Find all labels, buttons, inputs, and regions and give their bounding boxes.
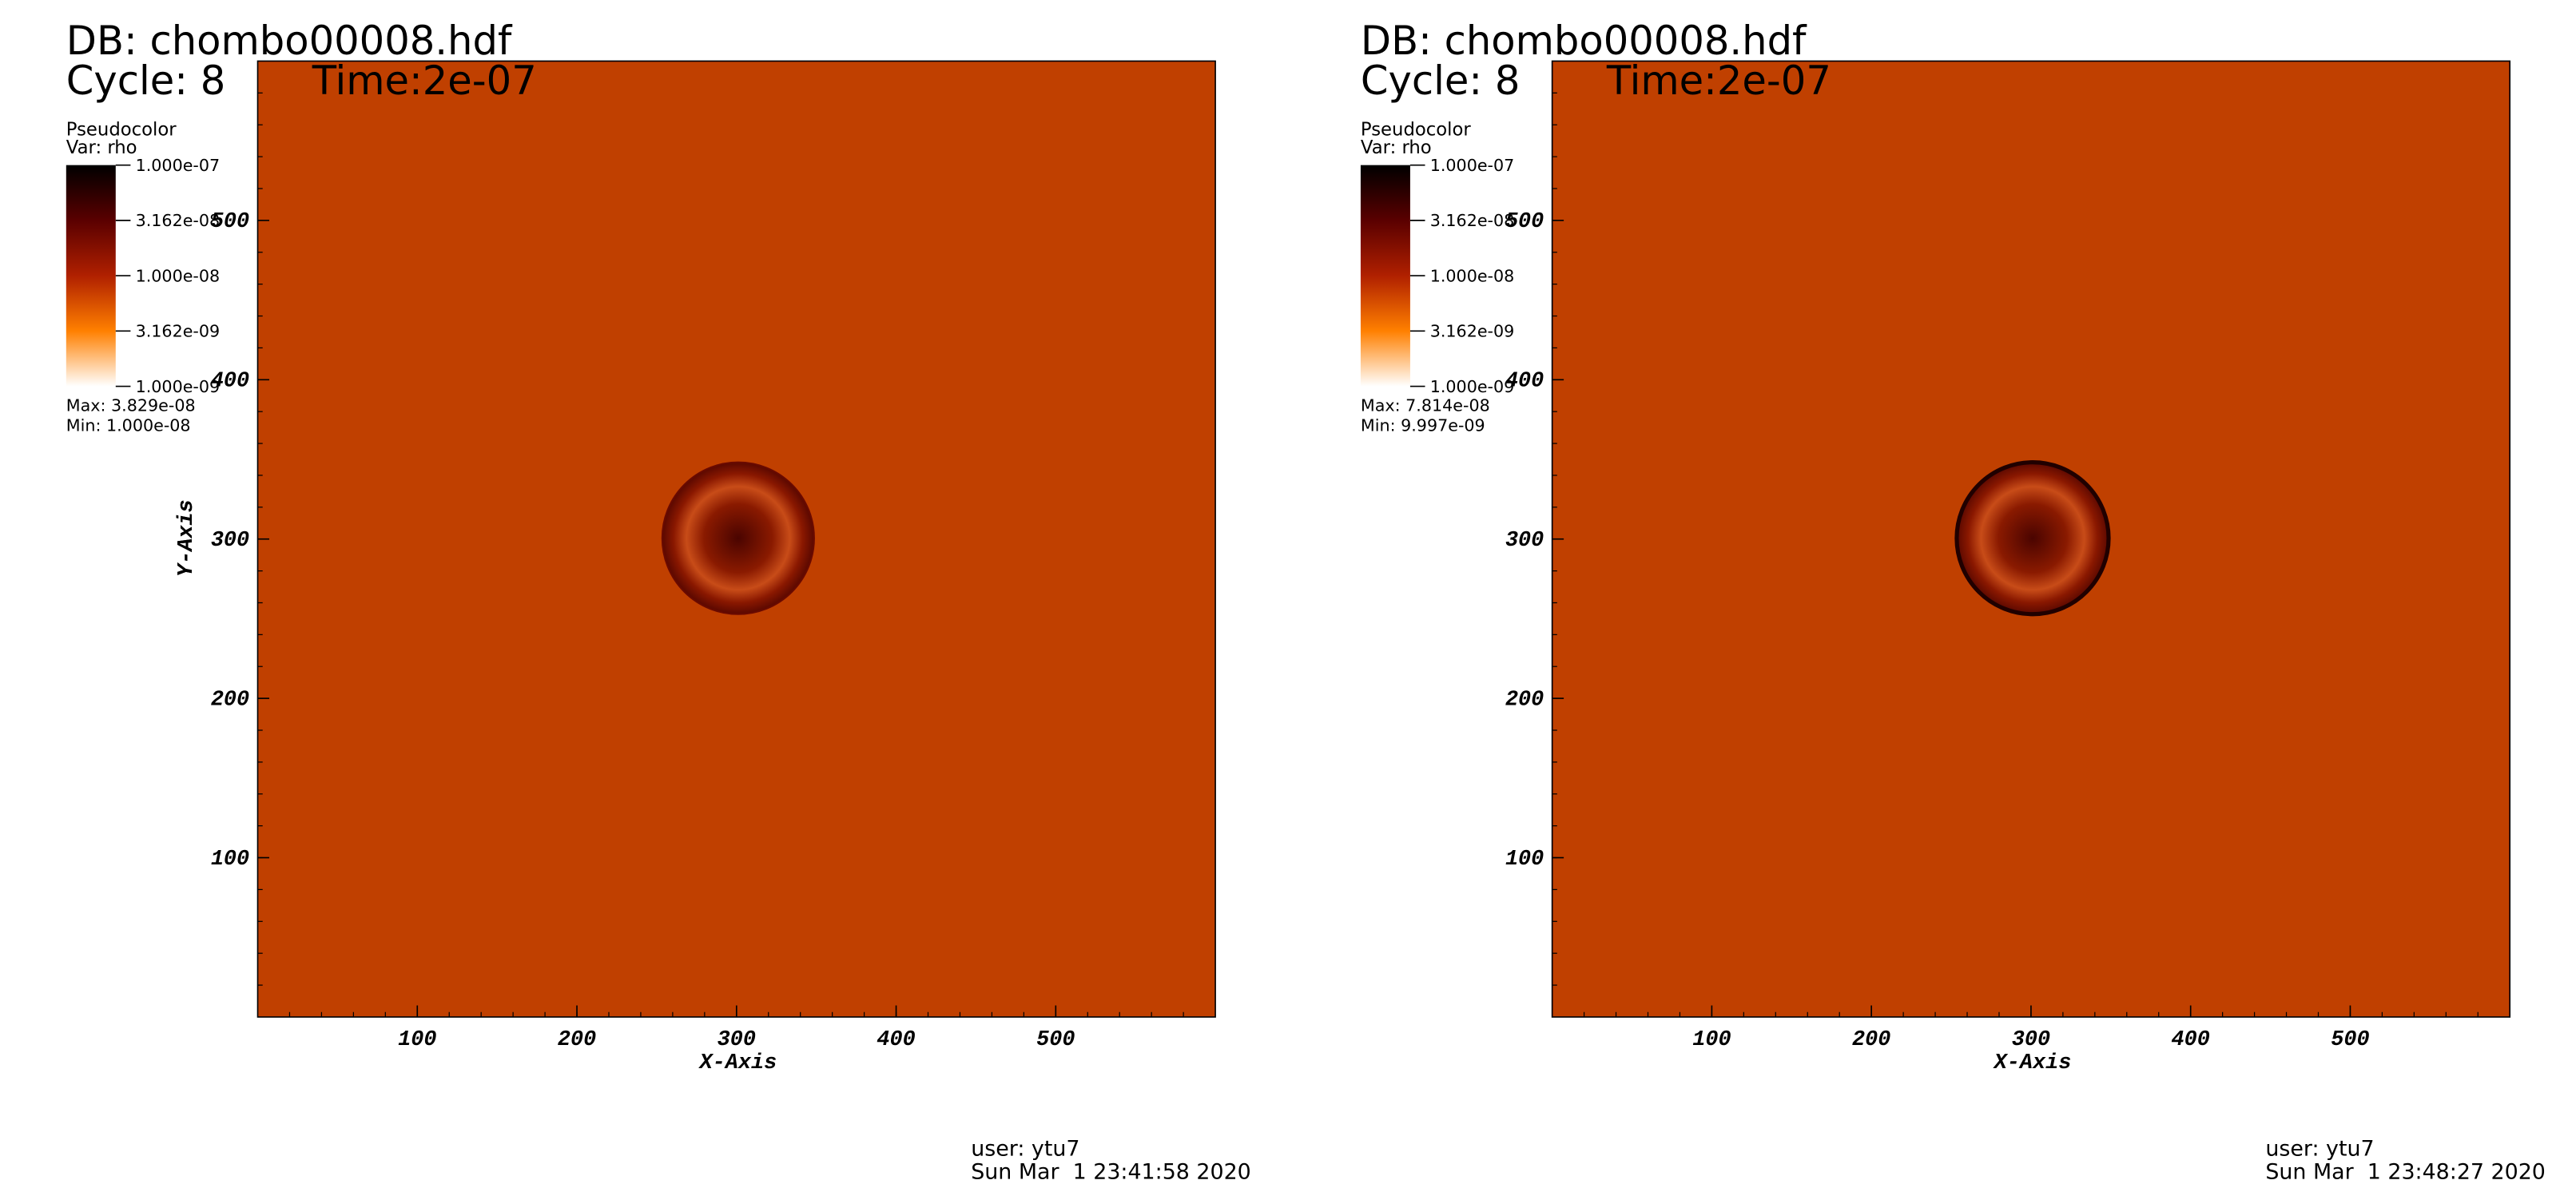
x-tick-label: 200 — [558, 1028, 596, 1052]
cycle: Cycle: 8 — [1361, 58, 1521, 104]
y-tick-label: 200 — [211, 688, 249, 712]
variable: Var: rho — [1361, 137, 1432, 158]
min-label: Min: 9.997e-09 — [1361, 415, 1485, 435]
x-axis-label: X-Axis — [698, 1051, 777, 1075]
x-tick-label: 400 — [877, 1028, 915, 1052]
max-label: Max: 3.829e-08 — [66, 396, 196, 415]
x-tick-label: 300 — [2012, 1028, 2050, 1052]
x-axis-label: X-Axis — [1993, 1051, 2072, 1075]
y-tick-label: 200 — [1505, 688, 1544, 712]
database: DB: chombo00008.hdf — [1361, 18, 1807, 64]
x-tick-label: 200 — [1852, 1028, 1890, 1052]
cycle: Cycle: 8 — [66, 58, 226, 104]
max-label: Max: 7.814e-08 — [1361, 396, 1490, 415]
y-axis-label: Y-Axis — [175, 499, 199, 577]
y-tick-label: 500 — [1505, 210, 1544, 234]
colorbar-tick-label: 3.162e-08 — [136, 211, 221, 230]
y-tick-label: 300 — [1505, 529, 1544, 553]
variable: Var: rho — [66, 137, 137, 158]
colorbar-tick-label: 1.000e-09 — [136, 377, 221, 396]
time: Time:2e-07 — [312, 58, 537, 104]
y-tick-label: 100 — [211, 848, 249, 872]
colorbar-tick-label: 3.162e-09 — [1430, 322, 1515, 341]
x-tick-label: 500 — [1036, 1028, 1075, 1052]
colorbar-tick-label: 3.162e-08 — [1430, 211, 1515, 230]
colorbar-tick-label: 1.000e-08 — [1430, 266, 1515, 285]
y-tick-label: 300 — [211, 529, 249, 553]
colorbar — [1360, 165, 1410, 387]
time: Time:2e-07 — [1606, 58, 1831, 104]
date: Sun Mar 1 23:41:58 2020 — [971, 1159, 1251, 1184]
colorbar-tick-label: 1.000e-07 — [136, 156, 221, 175]
y-tick-label: 400 — [211, 370, 249, 394]
density-blob — [661, 461, 815, 615]
user: user: ytu7 — [2265, 1137, 2374, 1162]
colorbar-tick-label: 3.162e-09 — [136, 322, 221, 341]
x-tick-label: 500 — [2331, 1028, 2369, 1052]
colorbar-tick-label: 1.000e-09 — [1430, 377, 1515, 396]
x-tick-label: 100 — [398, 1028, 436, 1052]
date: Sun Mar 1 23:48:27 2020 — [2265, 1159, 2546, 1184]
x-tick-label: 300 — [718, 1028, 756, 1052]
y-tick-label: 100 — [1505, 848, 1544, 872]
colorbar-tick-label: 1.000e-08 — [136, 266, 221, 285]
colorbar-tick-label: 1.000e-07 — [1430, 156, 1515, 175]
plot-name: Pseudocolor — [1361, 119, 1471, 140]
user: user: ytu7 — [971, 1137, 1079, 1162]
plot-name: Pseudocolor — [66, 119, 177, 140]
x-tick-label: 100 — [1692, 1028, 1731, 1052]
y-tick-label: 500 — [211, 210, 249, 234]
y-axis-label: Y-Axis — [175, 499, 199, 577]
x-tick-label: 400 — [2171, 1028, 2209, 1052]
database: DB: chombo00008.hdf — [66, 18, 513, 64]
y-tick-label: 400 — [1505, 370, 1544, 394]
colorbar — [66, 165, 116, 387]
min-label: Min: 1.000e-08 — [66, 415, 191, 435]
density-blob — [1954, 460, 2111, 617]
